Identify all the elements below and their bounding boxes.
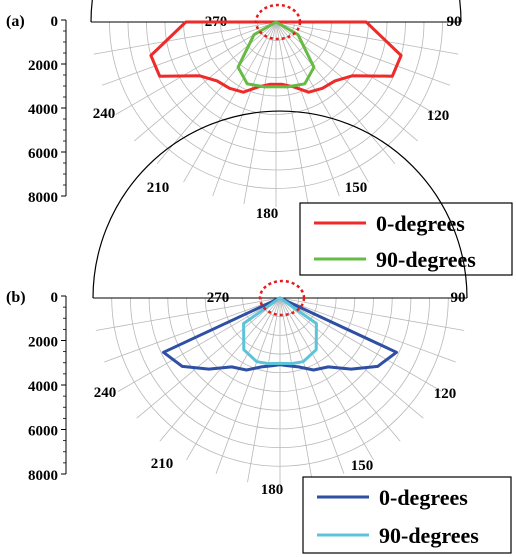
legend: 0-degrees 90-degrees xyxy=(302,476,512,554)
legend-label: 90-degrees xyxy=(379,523,479,548)
angle-tick-label: 150 xyxy=(345,180,368,196)
grid-spoke xyxy=(102,21,277,86)
legend-label: 0-degrees xyxy=(379,485,468,510)
grid-spoke xyxy=(243,21,277,205)
grid-spoke xyxy=(279,297,313,483)
grid-spoke xyxy=(275,21,459,55)
grid-spoke xyxy=(186,297,281,461)
panel-label: (a) xyxy=(6,13,25,30)
grid-spoke xyxy=(183,21,277,183)
angle-tick-label: 90 xyxy=(451,290,466,306)
grid-spoke xyxy=(159,297,281,442)
grid-spoke xyxy=(275,21,450,86)
series-line-0-degrees xyxy=(149,20,403,94)
highlight-circle xyxy=(254,3,302,41)
legend-box xyxy=(299,202,513,276)
angle-tick-label: 270 xyxy=(207,290,230,306)
grid-spoke xyxy=(215,297,281,474)
radial-tick-label: 6000 xyxy=(28,146,58,162)
angle-tick-label: 120 xyxy=(427,108,450,124)
grid-spoke xyxy=(115,21,277,115)
outer-circle xyxy=(92,110,468,299)
grid-spoke xyxy=(212,21,277,196)
radial-tick-label: 4000 xyxy=(28,379,58,395)
grid-spoke xyxy=(279,297,424,419)
radial-tick-label: 0 xyxy=(51,14,59,30)
radial-tick-label: 0 xyxy=(51,290,59,306)
polar-panel-b: 0 2000 4000 6000 8000 (b) 270 240 210 180 150 120 90… xyxy=(6,110,512,554)
angle-tick-label: 180 xyxy=(256,206,279,222)
grid-spoke xyxy=(275,21,340,196)
legend-label: 0-degrees xyxy=(376,211,465,236)
grid-spoke xyxy=(136,297,281,419)
grid-spoke xyxy=(279,297,456,363)
series-line-90-degrees xyxy=(242,296,318,366)
angle-tick-label: 90 xyxy=(447,14,462,30)
radial-tick-label: 6000 xyxy=(28,424,58,440)
series-line-90-degrees xyxy=(236,20,316,89)
panel-label: (b) xyxy=(6,289,26,306)
grid-spoke xyxy=(95,297,281,331)
angle-tick-label: 150 xyxy=(351,458,374,474)
highlight-circle xyxy=(258,279,306,317)
grid-spoke xyxy=(279,297,443,392)
outer-circle xyxy=(90,0,462,23)
grid-spoke xyxy=(134,21,277,142)
radial-tick-label: 8000 xyxy=(28,468,58,484)
legend-box xyxy=(302,476,512,554)
grid-spoke xyxy=(279,297,345,474)
radial-tick-label: 8000 xyxy=(28,190,58,206)
grid-spoke xyxy=(275,21,396,164)
grid-spoke xyxy=(156,21,277,164)
radial-tick-label: 2000 xyxy=(28,335,58,351)
grid-spoke xyxy=(279,297,465,331)
legend: 0-degrees 90-degrees xyxy=(299,202,513,276)
grid-spoke xyxy=(279,297,401,442)
angle-tick-label: 180 xyxy=(261,482,284,498)
angle-tick-label: 120 xyxy=(434,386,457,402)
grid-spoke xyxy=(117,297,281,392)
angle-tick-label: 240 xyxy=(93,106,116,122)
radial-tick-label: 2000 xyxy=(28,58,58,74)
grid-spoke xyxy=(275,21,418,142)
grid-spoke xyxy=(279,297,374,461)
radial-tick-label: 4000 xyxy=(28,102,58,118)
angle-tick-label: 240 xyxy=(94,385,117,401)
legend-label: 90-degrees xyxy=(376,247,476,272)
grid-spoke xyxy=(275,21,309,205)
grid-spoke xyxy=(104,297,281,363)
angle-tick-label: 210 xyxy=(147,180,170,196)
grid-spoke xyxy=(247,297,281,483)
grid-spoke xyxy=(275,21,437,115)
grid-spoke xyxy=(275,21,369,183)
angle-tick-label: 210 xyxy=(151,456,174,472)
grid-spoke xyxy=(93,21,277,55)
